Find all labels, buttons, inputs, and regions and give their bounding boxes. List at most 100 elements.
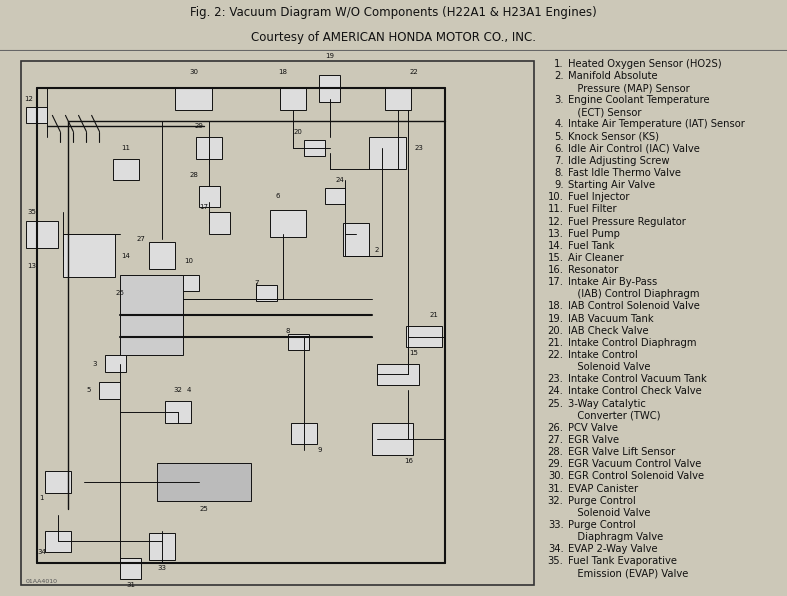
Text: Intake Control Check Valve: Intake Control Check Valve xyxy=(568,386,702,396)
Text: 25: 25 xyxy=(200,506,209,512)
Text: 35: 35 xyxy=(27,209,36,216)
Text: 15.: 15. xyxy=(548,253,563,263)
Text: 10: 10 xyxy=(184,258,193,264)
Text: (IAB) Control Diaphragm: (IAB) Control Diaphragm xyxy=(568,289,700,299)
Text: Solenoid Valve: Solenoid Valve xyxy=(568,508,651,518)
Bar xyxy=(178,275,199,291)
Text: 17.: 17. xyxy=(548,277,563,287)
Bar xyxy=(324,188,345,204)
Text: 9.: 9. xyxy=(554,180,563,190)
Text: 3.: 3. xyxy=(554,95,563,105)
Text: 19: 19 xyxy=(325,53,334,59)
Text: 23.: 23. xyxy=(548,374,563,384)
Bar xyxy=(369,137,405,169)
Text: 20.: 20. xyxy=(548,326,563,336)
Text: Knock Sensor (KS): Knock Sensor (KS) xyxy=(568,132,660,142)
Text: 7.: 7. xyxy=(554,156,563,166)
Text: 33.: 33. xyxy=(548,520,563,530)
Text: 22: 22 xyxy=(409,69,418,75)
Bar xyxy=(385,88,411,110)
Bar xyxy=(270,210,306,237)
Text: Starting Air Valve: Starting Air Valve xyxy=(568,180,656,190)
Text: 13.: 13. xyxy=(548,229,563,238)
Text: 32.: 32. xyxy=(548,496,563,505)
Text: Fuel Filter: Fuel Filter xyxy=(568,204,617,215)
Text: 3-Way Catalytic: 3-Way Catalytic xyxy=(568,399,646,409)
Text: 13: 13 xyxy=(27,263,36,269)
Text: Intake Air Temperature (IAT) Sensor: Intake Air Temperature (IAT) Sensor xyxy=(568,119,745,129)
Text: 21.: 21. xyxy=(548,338,563,348)
Bar xyxy=(320,75,340,102)
Text: Courtesy of AMERICAN HONDA MOTOR CO., INC.: Courtesy of AMERICAN HONDA MOTOR CO., IN… xyxy=(251,32,536,45)
Text: 6: 6 xyxy=(275,193,279,199)
Text: 12.: 12. xyxy=(548,216,563,226)
Text: Emission (EVAP) Valve: Emission (EVAP) Valve xyxy=(568,569,689,579)
Text: 1.: 1. xyxy=(554,59,563,69)
Bar xyxy=(150,242,176,269)
Text: Heated Oxygen Sensor (HO2S): Heated Oxygen Sensor (HO2S) xyxy=(568,59,722,69)
Bar xyxy=(304,139,324,156)
Text: 33: 33 xyxy=(157,566,167,572)
Text: 25.: 25. xyxy=(548,399,563,409)
Bar xyxy=(157,463,251,501)
Text: EGR Vacuum Control Valve: EGR Vacuum Control Valve xyxy=(568,460,702,469)
Bar xyxy=(176,88,212,110)
Bar xyxy=(377,364,419,385)
Text: Intake Control: Intake Control xyxy=(568,350,638,360)
Text: PCV Valve: PCV Valve xyxy=(568,423,619,433)
Text: 28.: 28. xyxy=(548,447,563,457)
Bar xyxy=(257,285,277,302)
Text: 29.: 29. xyxy=(548,460,563,469)
Text: 8.: 8. xyxy=(554,168,563,178)
Text: Diaphragm Valve: Diaphragm Valve xyxy=(568,532,663,542)
Text: 20: 20 xyxy=(294,129,303,135)
Text: 31.: 31. xyxy=(548,483,563,493)
Text: 26: 26 xyxy=(116,290,125,296)
Text: 15: 15 xyxy=(409,350,418,356)
Text: 7: 7 xyxy=(254,280,259,285)
Text: 3: 3 xyxy=(92,361,97,367)
Text: 34: 34 xyxy=(38,550,46,555)
Text: Fuel Tank: Fuel Tank xyxy=(568,241,615,251)
Text: 4: 4 xyxy=(187,387,190,393)
Text: Intake Control Vacuum Tank: Intake Control Vacuum Tank xyxy=(568,374,708,384)
Text: IAB Check Valve: IAB Check Valve xyxy=(568,326,649,336)
Text: Manifold Absolute: Manifold Absolute xyxy=(568,71,658,81)
Text: Solenoid Valve: Solenoid Valve xyxy=(568,362,651,372)
Text: Intake Air By-Pass: Intake Air By-Pass xyxy=(568,277,658,287)
Text: 5: 5 xyxy=(87,387,91,393)
Bar xyxy=(371,423,413,455)
Text: Pressure (MAP) Sensor: Pressure (MAP) Sensor xyxy=(568,83,690,93)
Text: Fuel Injector: Fuel Injector xyxy=(568,193,630,202)
Bar xyxy=(63,234,115,277)
Bar xyxy=(405,326,442,347)
Text: Purge Control: Purge Control xyxy=(568,520,636,530)
Text: EVAP Canister: EVAP Canister xyxy=(568,483,638,493)
Bar xyxy=(99,383,120,399)
Text: 27: 27 xyxy=(137,237,146,243)
Text: 24.: 24. xyxy=(548,386,563,396)
Text: 5.: 5. xyxy=(554,132,563,142)
Bar xyxy=(26,221,57,247)
Text: 2: 2 xyxy=(375,247,379,253)
Text: 4.: 4. xyxy=(554,119,563,129)
Bar xyxy=(290,423,316,445)
Bar xyxy=(280,88,306,110)
Text: Purge Control: Purge Control xyxy=(568,496,636,505)
Text: 34.: 34. xyxy=(548,544,563,554)
Text: Idle Adjusting Screw: Idle Adjusting Screw xyxy=(568,156,670,166)
Bar xyxy=(26,107,47,123)
Text: 2.: 2. xyxy=(554,71,563,81)
Text: 8: 8 xyxy=(286,328,290,334)
Text: 16.: 16. xyxy=(548,265,563,275)
Bar xyxy=(196,137,223,159)
Text: Fuel Pressure Regulator: Fuel Pressure Regulator xyxy=(568,216,686,226)
Text: 12: 12 xyxy=(24,96,33,102)
Text: 14.: 14. xyxy=(548,241,563,251)
Text: Engine Coolant Temperature: Engine Coolant Temperature xyxy=(568,95,710,105)
Bar xyxy=(45,471,71,493)
Text: 30.: 30. xyxy=(548,471,563,482)
Text: IAB Control Solenoid Valve: IAB Control Solenoid Valve xyxy=(568,302,700,312)
Text: 11.: 11. xyxy=(548,204,563,215)
Text: Fuel Pump: Fuel Pump xyxy=(568,229,620,238)
